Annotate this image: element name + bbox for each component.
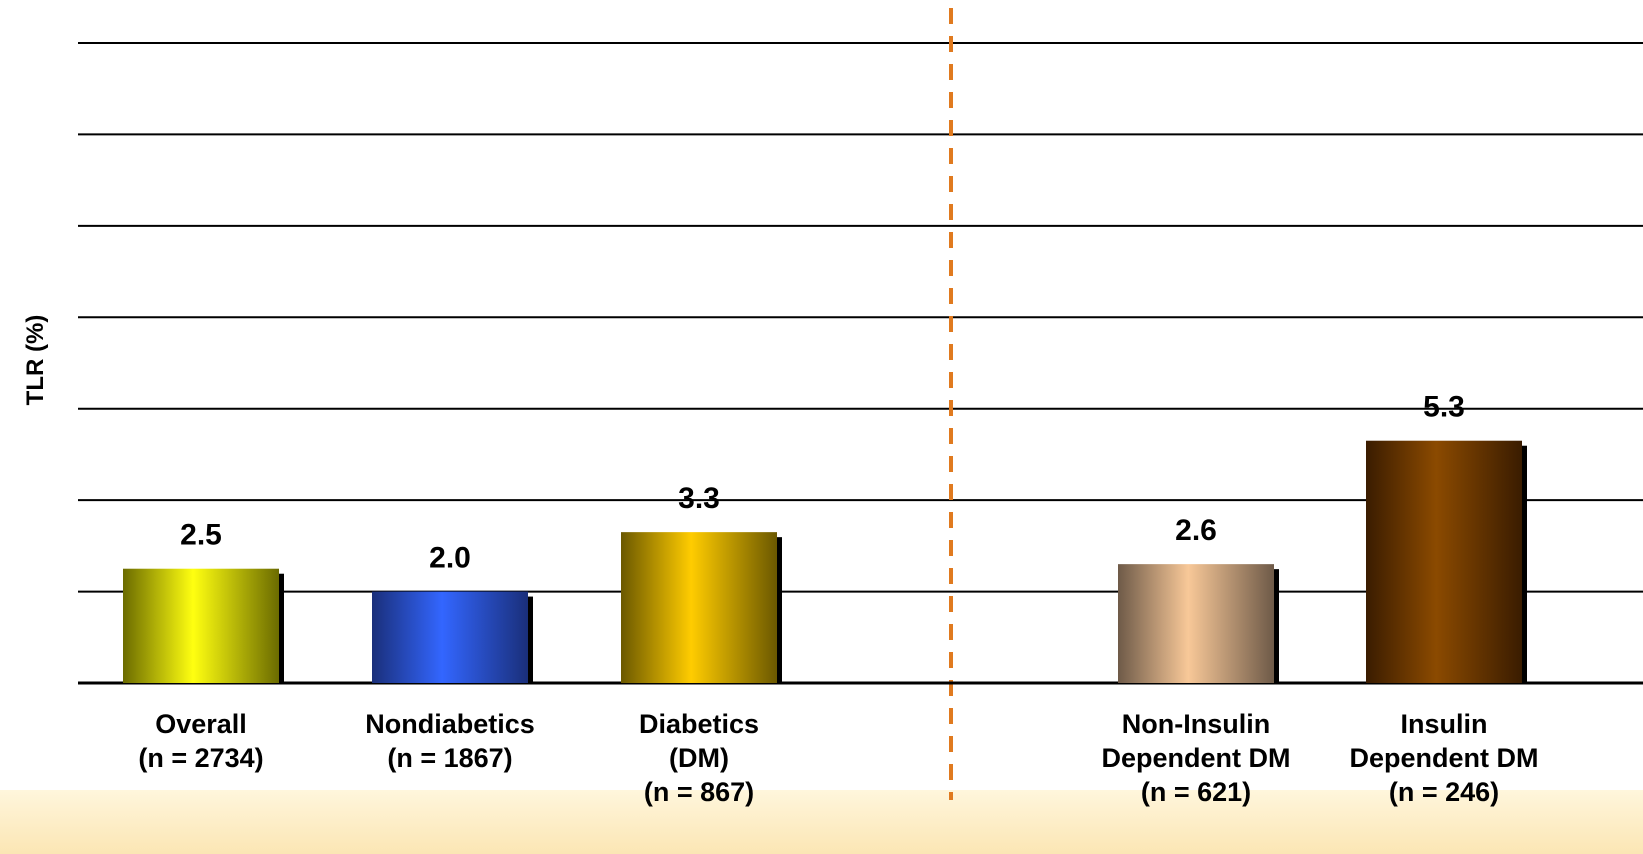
value-label-2: 3.3 [678, 482, 720, 515]
value-label-3: 2.6 [1175, 514, 1217, 547]
gridlines [78, 8, 1643, 800]
bar-2 [621, 532, 777, 683]
bars [123, 440, 1527, 683]
category-label-3: Non-Insulin Dependent DM (n = 621) [1102, 709, 1291, 807]
bar-3 [1118, 564, 1274, 683]
category-label-4: Insulin Dependent DM (n = 246) [1350, 709, 1539, 807]
bar-4 [1366, 440, 1522, 683]
labels: 2.5 Overall (n = 2734) 2.0 Nondiabetics (n = … [22, 315, 1539, 807]
value-label-0: 2.5 [180, 519, 222, 552]
footer-band [0, 790, 1643, 854]
bar-1 [372, 591, 528, 683]
bar-0 [123, 568, 279, 683]
y-axis-label: TLR (%) [22, 315, 49, 406]
category-label-1: Nondiabetics (n = 1867) [365, 709, 535, 773]
value-label-1: 2.0 [429, 542, 471, 575]
category-label-0: Overall (n = 2734) [138, 709, 263, 773]
value-label-4: 5.3 [1423, 391, 1465, 424]
category-label-2: Diabetics (DM) (n = 867) [639, 709, 759, 807]
